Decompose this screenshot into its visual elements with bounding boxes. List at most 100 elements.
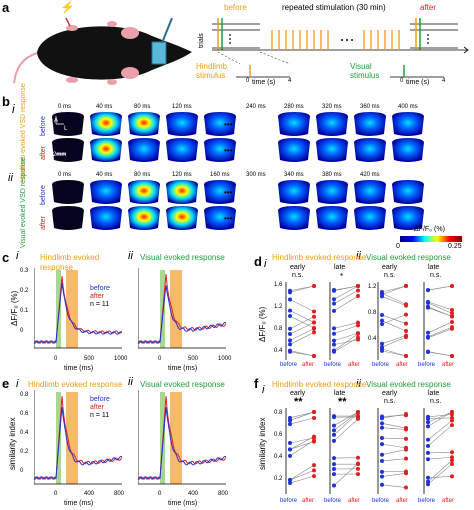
d-early-h-after-9 xyxy=(312,326,316,331)
d-late-1: late xyxy=(334,264,346,271)
compass-a: A xyxy=(54,118,59,124)
f-early-h-link-7 xyxy=(289,440,315,457)
before-trace xyxy=(34,407,122,480)
d-early-h-before-5 xyxy=(288,297,292,302)
e-n-count: n = 11 xyxy=(90,412,110,419)
f-early-v-before-5 xyxy=(380,482,384,487)
repeated-stimulation-label: repeated stimulation (30 min) xyxy=(282,3,386,12)
d-early-h-before-7 xyxy=(288,348,292,353)
panel-d-label: d xyxy=(254,254,262,269)
hind-time-8: 400 ms xyxy=(398,104,418,110)
d-late-v-before-9 xyxy=(426,288,430,293)
f-late-v-link-5 xyxy=(427,476,453,479)
f-early-h-link-9 xyxy=(289,411,315,419)
f-early-v-after-9 xyxy=(404,436,408,441)
d-early-v-after-6 xyxy=(404,354,408,358)
time-axis-label-2: time (s) xyxy=(406,79,430,86)
brain-map-r0-c8 xyxy=(354,112,386,136)
f-early-h-link-5 xyxy=(289,464,315,481)
d-early-v-after-10 xyxy=(404,302,408,307)
d-after-4: after xyxy=(442,362,455,368)
d-late-h-link-8 xyxy=(333,325,359,335)
brain-map-r3-c2 xyxy=(128,206,160,230)
f-early-2: early xyxy=(382,390,398,397)
brain-map-r0-c3 xyxy=(166,112,198,136)
colorbar-label: ΔF/F₀ (%) xyxy=(414,226,445,233)
panel-b-label: b xyxy=(2,94,10,109)
e-ytick-2: 0.4 xyxy=(20,430,29,436)
f-early-h-after-10 xyxy=(312,435,316,440)
e-ytick-3: 0.2 xyxy=(20,449,29,455)
e-title-ii: Visual evoked response xyxy=(140,380,225,389)
f-early-h-before-9 xyxy=(288,415,292,420)
panel-b-sub-ii: ii xyxy=(8,172,13,184)
d-late-h-before-6 xyxy=(332,338,336,343)
f-early-v-before-0 xyxy=(380,452,384,457)
d-ytick-ii-1: 0.8 xyxy=(368,310,377,316)
visual-stimulus-label: Visual stimulus xyxy=(350,62,380,80)
f-ytick-3: 0.2 xyxy=(274,476,283,482)
d-late-v-after-2 xyxy=(450,311,454,316)
d-late-v-after-6 xyxy=(450,354,454,358)
d-late-v-after-9 xyxy=(450,284,454,288)
e-title-i: Hindlimb evoked response xyxy=(28,380,123,389)
d-title-i: Hindlimb evoked response xyxy=(272,253,367,262)
hind-time-4: 240 ms xyxy=(246,104,266,110)
d-late-h-link-6 xyxy=(333,332,359,341)
d-late-v-before-8 xyxy=(426,305,430,310)
d-ytick-i-3: 0.4 xyxy=(274,348,283,354)
d-early-2: early xyxy=(382,264,398,271)
d-early-h-link-8 xyxy=(289,332,315,345)
f-sig-4: n.s. xyxy=(430,398,442,405)
colorbar-min: 0 xyxy=(396,243,400,250)
f-late-h-after-5 xyxy=(356,461,360,466)
hind-time-6: 320 ms xyxy=(322,104,342,110)
c-xlabel-2: time (ms) xyxy=(168,365,198,372)
d-early-h-link-3 xyxy=(289,310,315,323)
stimulation-timeline xyxy=(212,18,469,78)
f-late-v-before-10 xyxy=(426,479,430,484)
c-xtick-a-0: 0 xyxy=(54,356,58,362)
f-late-h-link-9 xyxy=(333,411,359,426)
d-early-v-link-7 xyxy=(381,336,407,348)
hind-time-5: 280 ms xyxy=(284,104,304,110)
d-before-4: before xyxy=(418,362,436,368)
d-early-h-before-6 xyxy=(288,326,292,331)
c-xtick-b-2: 1000 xyxy=(218,356,232,362)
c-xtick-b-1: 500 xyxy=(188,356,199,362)
hind-time-2: 80 ms xyxy=(134,104,151,110)
f-title-i: Hindlimb evoked response xyxy=(272,380,367,389)
ellipsis-3: ••• xyxy=(224,188,233,197)
d-late-h-after-5 xyxy=(356,293,360,298)
f-late-h-after-0 xyxy=(356,466,360,471)
brain-map-r1-c1 xyxy=(90,138,122,162)
ellipsis-2: ••• xyxy=(224,146,233,155)
d-early-h-after-8 xyxy=(312,330,316,335)
f-late-v-link-4 xyxy=(427,463,453,485)
d-early-h-before-2 xyxy=(288,338,292,343)
d-early-h-before-10 xyxy=(288,290,292,295)
d-late-2: late xyxy=(428,264,440,271)
f-late-h-before-7 xyxy=(332,438,336,443)
f-early-h-link-10 xyxy=(289,437,315,444)
e-ylabel: similarity index xyxy=(8,417,17,470)
e-xtick-b-2: 800 xyxy=(218,491,229,497)
f-late-h-before-4 xyxy=(332,462,336,467)
d-late-h-before-8 xyxy=(332,331,336,336)
brain-map-r3-c6 xyxy=(278,206,310,230)
f-late-v-before-2 xyxy=(426,424,430,429)
e-visual-similarity-plot xyxy=(138,390,226,485)
f-early-h-before-8 xyxy=(288,422,292,427)
d-ytick-i-1: 1.2 xyxy=(274,304,283,310)
d-late-h-before-5 xyxy=(332,308,336,313)
f-title-ii: Visual evoked response xyxy=(366,380,451,389)
d-early-h-link-0 xyxy=(289,322,315,335)
brain-map-r2-c9 xyxy=(392,180,424,204)
d-late-h-after-10 xyxy=(356,284,360,288)
d-early-v-before-1 xyxy=(380,341,384,346)
e-xtick-a-0: 0 xyxy=(54,491,58,497)
d-early-v-before-7 xyxy=(380,345,384,350)
d-sig-2: * xyxy=(340,272,344,281)
f-late-2: late xyxy=(428,390,440,397)
f-early-v-after-8 xyxy=(404,413,408,418)
